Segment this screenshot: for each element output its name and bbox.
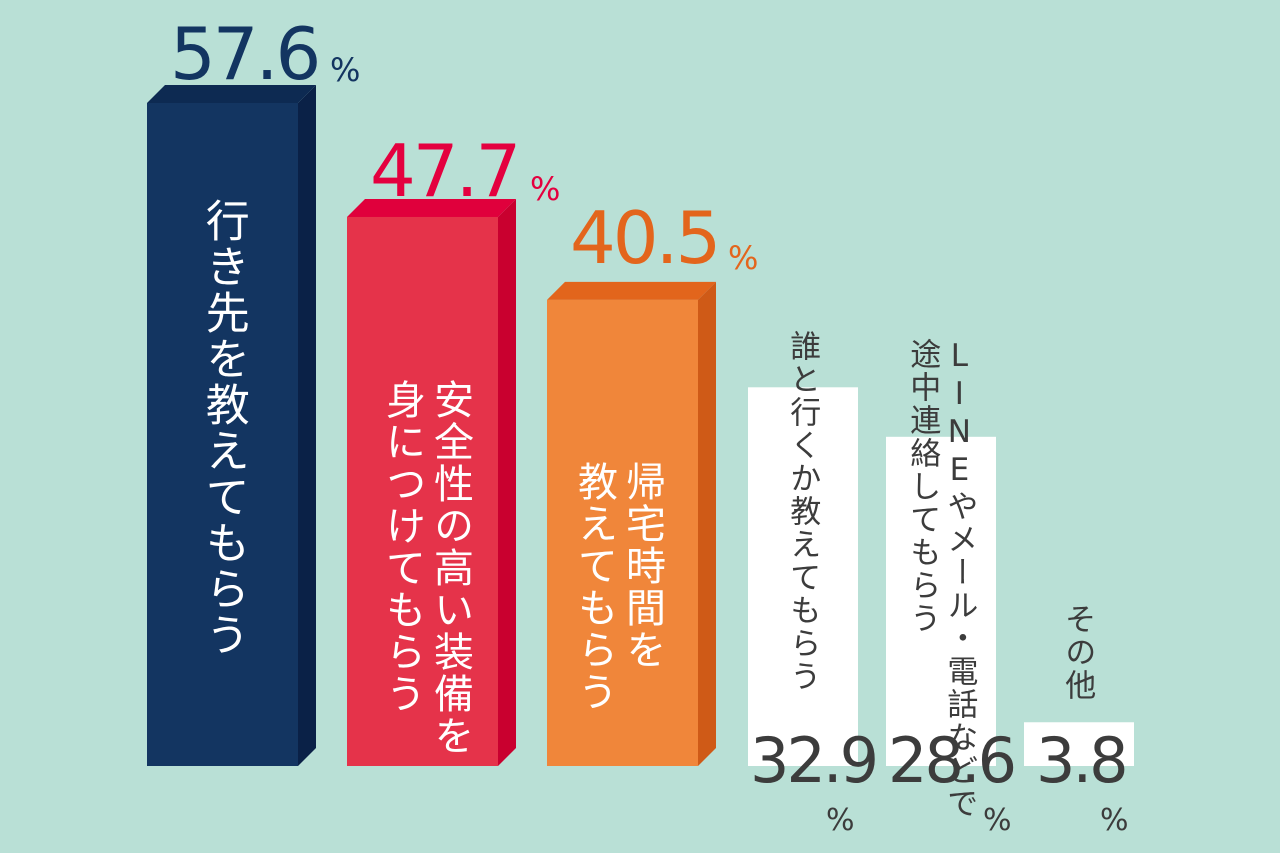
bar-3-front	[547, 299, 698, 766]
bar-2-side	[498, 198, 516, 766]
bar-label-4: 誰と行くか教えてもらう	[784, 330, 821, 693]
bar-3-top	[547, 281, 716, 300]
bar-1-top	[147, 85, 316, 103]
bar-3-side	[698, 281, 716, 766]
bar-6	[1024, 722, 1134, 766]
bar-1-side	[298, 85, 316, 766]
bar-2-top	[347, 198, 516, 217]
bar-2-front	[347, 216, 498, 766]
bar-label-2: 安全性の高い装備を 身につけてもらう	[378, 283, 522, 757]
bar-label-5: LINEやメール・電話などで 途中連絡してもらう	[903, 262, 1015, 820]
value-label-2: 47.7	[370, 129, 521, 213]
value-label-3: 40.5	[570, 196, 721, 280]
bar-label-3-line-1: 帰宅時間を	[619, 461, 665, 671]
bar-label-5-line-2: 途中連絡してもらう	[904, 338, 941, 635]
bar-label-3: 帰宅時間を 教えてもらう	[570, 365, 714, 713]
bar-label-5-line-1: LINEやメール・電話などで	[941, 338, 978, 820]
bar-6-front	[1024, 722, 1134, 766]
bar-label-6: その他	[1059, 603, 1096, 702]
bar-4-front	[748, 387, 858, 766]
percent-sign-6: %	[1100, 803, 1129, 838]
value-label-5: 28.6	[888, 724, 1017, 797]
value-label-4: 32.9	[750, 724, 879, 797]
percent-sign-1: %	[330, 51, 361, 89]
bar-label-2-line-1: 安全性の高い装備を	[427, 379, 473, 757]
bar-3	[547, 281, 716, 766]
bar-4	[748, 387, 858, 766]
bar-label-2-line-2: 身につけてもらう	[379, 379, 425, 715]
percent-sign-5: %	[983, 803, 1012, 838]
bar-1-front	[147, 103, 298, 766]
bar-label-1: 行き先を教えてもらう	[197, 198, 249, 658]
bar-label-3-line-2: 教えてもらう	[571, 461, 617, 713]
bar-5	[886, 436, 996, 766]
bar-5-front	[886, 436, 996, 766]
bar-2	[347, 198, 516, 766]
bar-1	[147, 85, 316, 766]
percent-sign-2: %	[530, 170, 561, 208]
percent-sign-4: %	[826, 803, 855, 838]
percent-sign-3: %	[728, 239, 759, 277]
value-label-1: 57.6	[170, 12, 321, 96]
value-label-6: 3.8	[1036, 724, 1129, 797]
